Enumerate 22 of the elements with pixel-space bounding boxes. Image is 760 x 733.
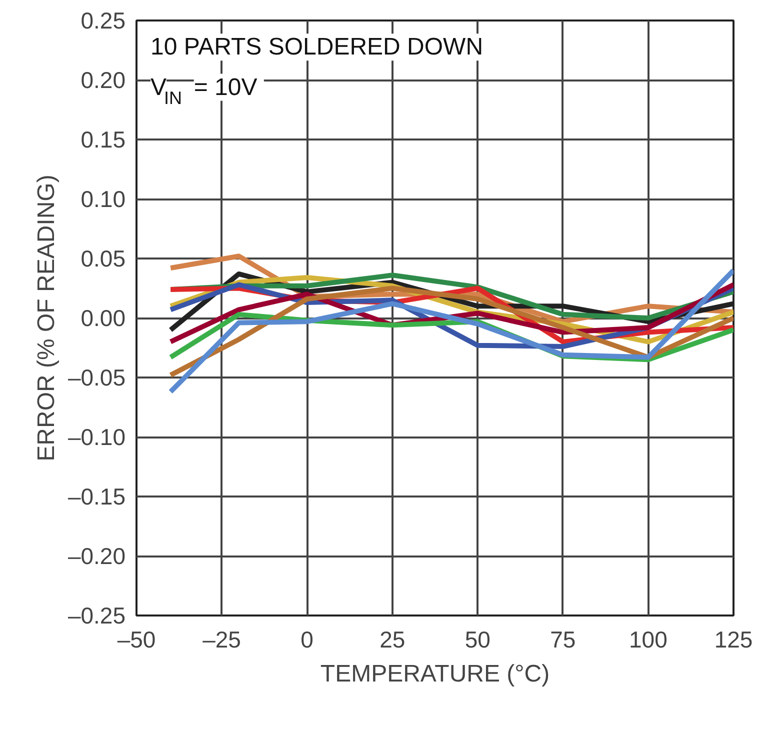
y-tick-label: 0.00 xyxy=(80,305,126,331)
y-tick-label: –0.10 xyxy=(68,424,126,450)
x-axis-title: TEMPERATURE (°C) xyxy=(320,660,550,688)
x-tick-label: 100 xyxy=(629,626,668,652)
y-tick-label: –0.05 xyxy=(68,364,126,390)
x-tick-label: –25 xyxy=(202,626,241,652)
y-tick-label: –0.25 xyxy=(68,602,126,628)
y-tick-label: 0.25 xyxy=(80,8,126,34)
x-tick-label: 0 xyxy=(300,626,314,652)
x-tick-label: 25 xyxy=(380,626,406,652)
x-tick-label: 50 xyxy=(464,626,490,652)
x-tick-label: –50 xyxy=(117,626,156,652)
y-tick-label: 0.15 xyxy=(80,126,126,152)
y-tick-label: –0.20 xyxy=(68,543,126,569)
x-tick-label: 75 xyxy=(550,626,576,652)
y-tick-label: 0.10 xyxy=(80,186,126,212)
y-tick-label: 0.05 xyxy=(80,246,126,272)
x-tick-label: 125 xyxy=(714,626,753,652)
y-tick-label: –0.15 xyxy=(68,484,126,510)
annotation: 10 PARTS SOLDERED DOWN xyxy=(150,34,484,61)
y-axis-title: ERROR (% OF READING) xyxy=(32,174,60,462)
y-tick-label: 0.20 xyxy=(80,67,126,93)
